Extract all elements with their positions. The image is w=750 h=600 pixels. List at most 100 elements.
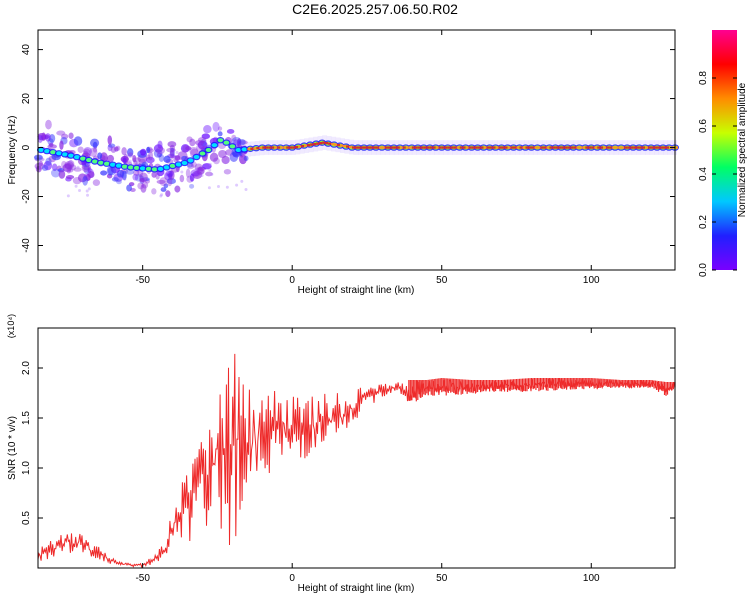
heatmap-ridge-peak [337, 143, 341, 147]
heatmap-ridge-peak [543, 146, 547, 149]
heatmap-blob [210, 172, 214, 176]
heatmap-ridge-peak [531, 146, 535, 149]
heatmap-ridge-peak [346, 145, 350, 148]
snr-x-label: Height of straight line (km) [298, 583, 415, 594]
heatmap-ridge-peak [519, 146, 523, 149]
heatmap-ridge-peak [495, 146, 499, 149]
heatmap-blob [126, 184, 133, 192]
spectrogram-heatmap [33, 119, 679, 198]
heatmap-ridge-peak [384, 146, 388, 149]
heatmap-ridge-peak [666, 146, 670, 149]
snr-y-ticks: 0.5 1.0 1.5 2.0 [21, 361, 675, 525]
heatmap-ridge-core [187, 158, 194, 163]
heatmap-ridge-peak [396, 146, 400, 149]
heatmap-ridge-peak [465, 146, 469, 149]
heatmap-ridge-core [139, 166, 146, 171]
heatmap-blob [65, 175, 75, 180]
heatmap-blob [160, 187, 167, 192]
heatmap-blob [141, 181, 149, 189]
colorbar-tick-label: 0.4 [698, 167, 709, 181]
heatmap-blob [240, 179, 244, 183]
heatmap-blob [175, 151, 179, 155]
heatmap-ridge-peak [280, 146, 284, 149]
x-tick-label: 0 [289, 275, 295, 286]
y-tick-label: -20 [21, 189, 32, 204]
heatmap-ridge-peak [648, 146, 652, 149]
heatmap-blob [148, 151, 154, 161]
heatmap-ridge-peak [504, 146, 508, 149]
heatmap-blob [187, 163, 195, 170]
heatmap-ridge-peak [462, 146, 466, 149]
x-tick-label: 50 [436, 573, 448, 584]
heatmap-ridge-peak [657, 146, 661, 149]
heatmap-blob [106, 154, 115, 163]
heatmap-ridge-peak [307, 143, 311, 147]
heatmap-blob [166, 170, 170, 174]
heatmap-blob [217, 131, 223, 137]
heatmap-blob [212, 121, 220, 132]
heatmap-blob [35, 165, 42, 173]
heatmap-ridge-core [151, 167, 158, 172]
heatmap-ridge-peak [310, 143, 314, 146]
heatmap-ridge-core [133, 165, 140, 170]
heatmap-ridge-peak [675, 146, 678, 149]
heatmap-blob [153, 149, 163, 158]
heatmap-ridge-peak [618, 146, 622, 149]
heatmap-blob [168, 170, 175, 181]
spectrogram-plot-frame [37, 29, 676, 271]
heatmap-blob [209, 152, 219, 162]
heatmap-blob [145, 156, 155, 164]
heatmap-ridge-peak [591, 146, 595, 149]
heatmap-ridge-core [157, 166, 164, 171]
heatmap-ridge-peak [435, 146, 439, 149]
heatmap-ridge-core [229, 144, 236, 149]
heatmap-blob [92, 146, 98, 153]
heatmap-blob [45, 157, 52, 166]
heatmap-blob [76, 165, 80, 169]
heatmap-ridge-peak [480, 146, 484, 149]
heatmap-ridge-peak [423, 146, 427, 149]
heatmap-blob [110, 146, 117, 153]
heatmap-blob [69, 159, 73, 163]
heatmap-ridge-peak [265, 146, 269, 149]
heatmap-blob [181, 155, 188, 161]
heatmap-blob [38, 161, 43, 167]
heatmap-ridge-peak [414, 146, 418, 149]
heatmap-ridge-core [103, 161, 110, 166]
heatmap-ridge-peak [325, 141, 329, 145]
heatmap-ridge-peak [417, 146, 421, 149]
heatmap-ridge-peak [390, 146, 394, 149]
heatmap-ridge-peak [570, 146, 574, 149]
heatmap-ridge-core [223, 140, 230, 145]
heatmap-blob [74, 184, 78, 188]
heatmap-blob [50, 168, 61, 178]
heatmap-ridge-core [217, 138, 224, 143]
heatmap-ridge-peak [603, 146, 607, 149]
heatmap-ridge-peak [259, 146, 263, 150]
heatmap-ridge-peak [582, 146, 586, 149]
colorbar: 0.0 0.2 0.4 0.6 0.8 Normalized spectral ampl… [698, 30, 748, 277]
heatmap-blob [185, 146, 192, 151]
heatmap-ridge-core [56, 151, 62, 156]
heatmap-blob [159, 177, 168, 187]
heatmap-blob [92, 141, 98, 149]
heatmap-ridge-peak [474, 146, 478, 149]
heatmap-ridge-peak [369, 146, 373, 149]
heatmap-blob [208, 162, 212, 166]
heatmap-blob [41, 164, 49, 171]
heatmap-ridge-peak [501, 146, 505, 149]
heatmap-blob [185, 168, 191, 178]
heatmap-blob [216, 184, 220, 188]
heatmap-ridge-peak [298, 145, 302, 148]
heatmap-ridge-peak [540, 146, 544, 149]
heatmap-blob [197, 137, 207, 143]
heatmap-blob [167, 177, 173, 187]
heatmap-blob [86, 193, 90, 197]
heatmap-blob [155, 172, 160, 180]
heatmap-blob [73, 167, 82, 172]
heatmap-blob [107, 135, 113, 145]
heatmap-ridge-peak [510, 146, 514, 149]
heatmap-ridge-peak [375, 146, 379, 149]
heatmap-ridge-peak [558, 146, 562, 149]
heatmap-blob [165, 170, 174, 177]
